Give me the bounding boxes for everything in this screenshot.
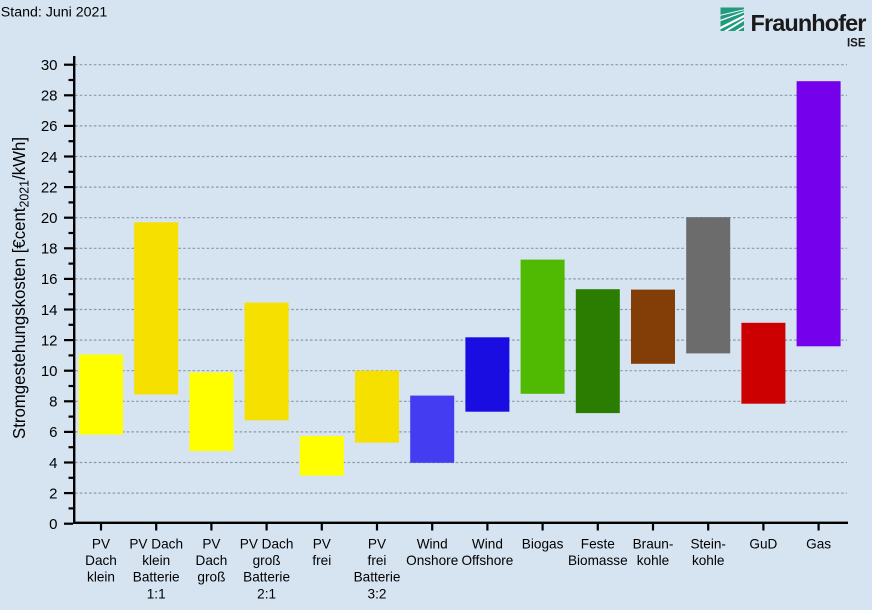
svg-text:PV: PV bbox=[313, 536, 331, 551]
svg-text:PV: PV bbox=[92, 536, 110, 551]
svg-text:PV: PV bbox=[368, 536, 386, 551]
svg-text:Dach: Dach bbox=[85, 553, 117, 568]
svg-text:1:1: 1:1 bbox=[147, 586, 166, 601]
svg-text:22: 22 bbox=[41, 179, 58, 196]
svg-text:2: 2 bbox=[49, 485, 57, 502]
svg-text:30: 30 bbox=[41, 57, 58, 74]
svg-text:Braun-: Braun- bbox=[633, 536, 674, 551]
svg-text:Feste: Feste bbox=[581, 536, 615, 551]
svg-text:10: 10 bbox=[41, 363, 58, 380]
svg-text:kohle: kohle bbox=[637, 553, 670, 568]
svg-text:6: 6 bbox=[49, 424, 57, 441]
svg-text:Batterie: Batterie bbox=[354, 570, 401, 585]
svg-text:0: 0 bbox=[49, 516, 57, 533]
svg-text:24: 24 bbox=[41, 149, 58, 166]
svg-text:Biogas: Biogas bbox=[522, 536, 564, 551]
svg-text:Offshore: Offshore bbox=[461, 553, 513, 568]
svg-text:Wind: Wind bbox=[472, 536, 503, 551]
svg-text:PV Dach: PV Dach bbox=[240, 536, 294, 551]
svg-text:18: 18 bbox=[41, 241, 58, 258]
svg-text:4: 4 bbox=[49, 455, 57, 472]
svg-text:Fraunhofer: Fraunhofer bbox=[751, 10, 867, 36]
svg-text:groß: groß bbox=[253, 553, 281, 568]
svg-text:klein: klein bbox=[87, 570, 115, 585]
svg-text:Wind: Wind bbox=[417, 536, 448, 551]
svg-text:kohle: kohle bbox=[692, 553, 725, 568]
svg-text:PV Dach: PV Dach bbox=[129, 536, 183, 551]
svg-text:3:2: 3:2 bbox=[368, 586, 387, 601]
svg-text:klein: klein bbox=[142, 553, 170, 568]
svg-text:Onshore: Onshore bbox=[406, 553, 458, 568]
svg-text:PV: PV bbox=[202, 536, 220, 551]
svg-text:groß: groß bbox=[197, 570, 225, 585]
svg-text:8: 8 bbox=[49, 394, 57, 411]
svg-text:20: 20 bbox=[41, 210, 58, 227]
svg-text:ISE: ISE bbox=[847, 38, 866, 50]
svg-text:26: 26 bbox=[41, 118, 58, 135]
svg-text:2:1: 2:1 bbox=[257, 586, 276, 601]
svg-text:Stromgestehungskosten [€cent20: Stromgestehungskosten [€cent2021/kWh] bbox=[9, 137, 32, 439]
svg-text:28: 28 bbox=[41, 88, 58, 105]
svg-text:Stein-: Stein- bbox=[690, 536, 726, 551]
svg-text:Stand: Juni 2021: Stand: Juni 2021 bbox=[1, 5, 108, 21]
svg-text:14: 14 bbox=[41, 302, 58, 319]
svg-text:Batterie: Batterie bbox=[243, 570, 290, 585]
svg-text:Batterie: Batterie bbox=[133, 570, 180, 585]
svg-text:16: 16 bbox=[41, 271, 58, 288]
svg-text:Biomasse: Biomasse bbox=[568, 553, 628, 568]
svg-text:Gas: Gas bbox=[806, 536, 831, 551]
svg-text:frei: frei bbox=[312, 553, 331, 568]
svg-text:Dach: Dach bbox=[196, 553, 228, 568]
svg-text:frei: frei bbox=[368, 553, 387, 568]
svg-text:12: 12 bbox=[41, 332, 58, 349]
svg-text:GuD: GuD bbox=[749, 536, 777, 551]
